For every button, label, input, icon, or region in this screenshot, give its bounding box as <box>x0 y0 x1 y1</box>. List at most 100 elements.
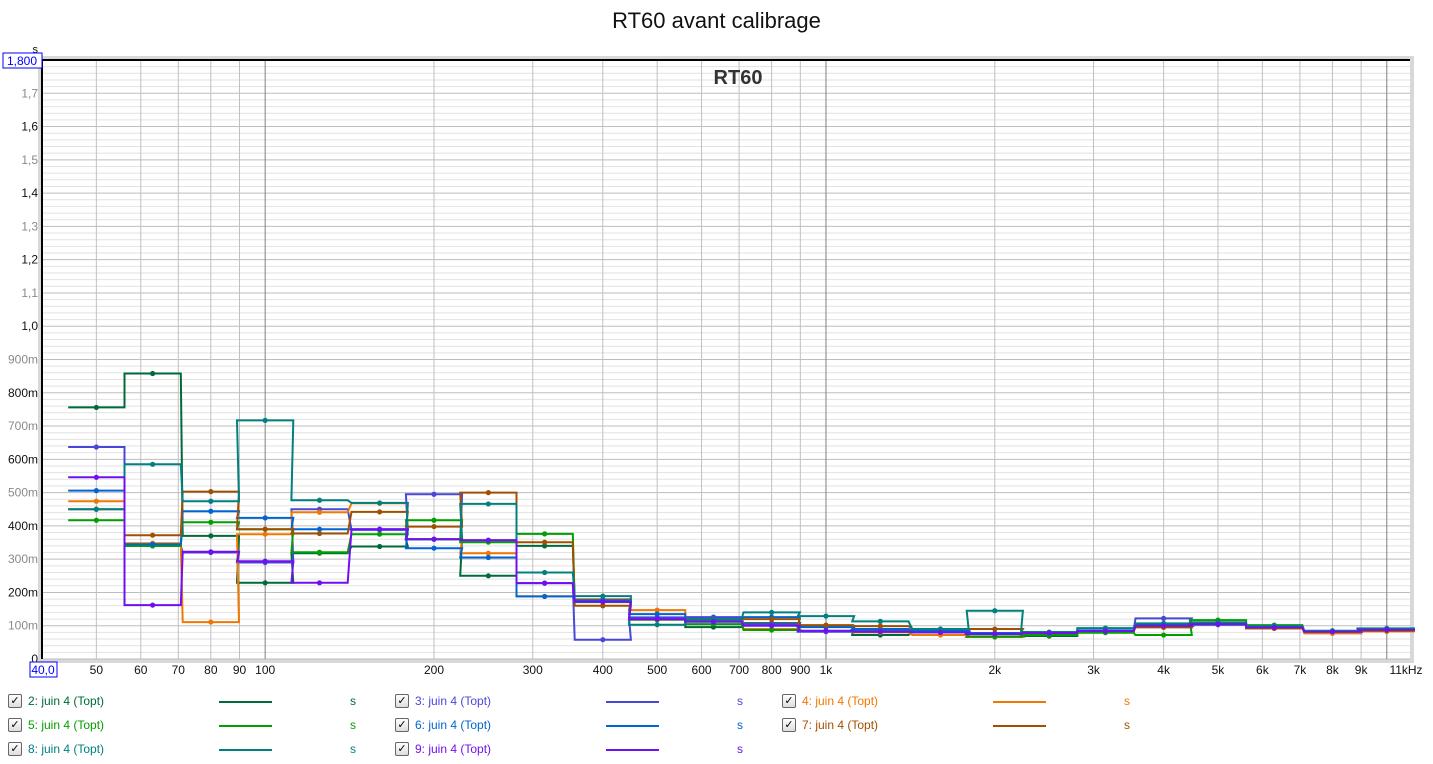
y-tick-label: 1,2 <box>21 253 38 267</box>
data-point <box>769 627 775 633</box>
series-visibility-checkbox[interactable]: ✓ <box>395 718 409 732</box>
data-point <box>262 580 268 586</box>
chart-title: RT60 avant calibrage <box>612 8 821 33</box>
data-point <box>823 628 829 634</box>
legend-label: 7: juin 4 (Topt) <box>802 718 879 732</box>
x-tick-label: 50 <box>90 663 104 677</box>
legend-item: ✓ 9: juin 4 (Topt) <box>395 742 491 756</box>
data-point <box>93 444 99 450</box>
data-point <box>93 488 99 494</box>
data-point <box>1046 630 1052 636</box>
data-point <box>431 491 437 497</box>
data-point <box>208 533 214 539</box>
y-tick-label: 1,3 <box>21 219 38 233</box>
data-point <box>431 523 437 530</box>
data-point <box>208 619 214 625</box>
x-tick-label: 500 <box>647 663 667 677</box>
data-point <box>431 517 437 523</box>
x-tick-label: 400 <box>593 663 613 677</box>
data-point <box>769 623 775 629</box>
y-max-box <box>2 52 43 69</box>
data-point <box>377 509 383 515</box>
data-point <box>600 599 606 605</box>
legend-item: ✓ 3: juin 4 (Topt) <box>395 694 491 708</box>
series-visibility-checkbox[interactable]: ✓ <box>8 694 22 708</box>
x-tick-label: 5k <box>1212 663 1226 677</box>
data-point <box>377 543 383 550</box>
series-visibility-checkbox[interactable]: ✓ <box>395 742 409 756</box>
data-point <box>877 629 883 635</box>
y-unit-label: s <box>33 44 39 56</box>
legend-swatch <box>993 725 1046 727</box>
legend-unit: s <box>350 718 356 732</box>
data-point <box>316 580 323 586</box>
data-point <box>485 573 491 579</box>
x-tick-label: 600 <box>692 663 712 677</box>
x-tick-label: 70 <box>172 663 186 677</box>
data-point <box>208 508 214 514</box>
data-point <box>1329 629 1336 635</box>
series-line-4 <box>68 519 1415 638</box>
legend-label: 3: juin 4 (Topt) <box>415 694 492 708</box>
data-point <box>150 370 156 377</box>
legend-swatch <box>993 701 1046 703</box>
data-point <box>485 554 491 561</box>
data-point <box>542 580 548 586</box>
x-tick-label: 9k <box>1355 663 1369 677</box>
data-point <box>654 622 660 628</box>
x-tick-label: 6k <box>1256 663 1270 677</box>
x-tick-label: 900 <box>790 663 810 677</box>
x-tick-label: 700 <box>729 663 749 677</box>
legend-swatch <box>219 725 272 727</box>
data-point <box>485 537 491 543</box>
legend-item: ✓ 4: juin 4 (Topt) <box>782 694 878 708</box>
data-point <box>769 616 775 622</box>
data-point <box>93 498 99 504</box>
data-point <box>823 622 829 628</box>
x-tick-label: 8k <box>1326 663 1340 677</box>
data-point <box>316 526 323 532</box>
data-point <box>377 531 383 537</box>
data-point <box>208 549 214 555</box>
series-visibility-checkbox[interactable]: ✓ <box>782 718 796 732</box>
legend-label: 9: juin 4 (Topt) <box>415 742 492 756</box>
data-point <box>542 593 548 600</box>
x-tick-label: 1k <box>820 663 834 677</box>
legend-unit: s <box>737 742 743 756</box>
x-tick-label: 200 <box>424 663 444 677</box>
series-visibility-checkbox[interactable]: ✓ <box>782 694 796 708</box>
data-point <box>208 498 214 504</box>
data-point <box>1215 621 1221 627</box>
data-point <box>262 417 268 423</box>
data-point <box>1384 627 1390 633</box>
data-point <box>485 501 491 507</box>
legend-label: 4: juin 4 (Topt) <box>802 694 879 708</box>
data-point <box>485 550 491 556</box>
data-point <box>431 536 437 542</box>
data-point <box>710 619 717 625</box>
data-point <box>654 611 660 617</box>
data-point <box>93 506 99 512</box>
data-point <box>377 526 383 532</box>
y-tick-label: 500m <box>8 486 38 500</box>
data-point <box>1271 624 1277 630</box>
x-tick-label: 4k <box>1157 663 1171 677</box>
series-visibility-checkbox[interactable]: ✓ <box>8 742 22 756</box>
legend-label: 5: juin 4 (Topt) <box>28 718 105 732</box>
data-point <box>542 543 548 549</box>
legend-unit: s <box>350 694 356 708</box>
legend-unit: s <box>1124 718 1130 732</box>
series-visibility-checkbox[interactable]: ✓ <box>395 694 409 708</box>
data-point <box>316 530 323 537</box>
data-point <box>877 618 883 624</box>
data-point <box>150 461 156 467</box>
y-tick-label: 1,1 <box>21 286 38 300</box>
data-point <box>262 526 268 532</box>
data-point <box>262 558 268 564</box>
x-tick-label: 800 <box>762 663 782 677</box>
data-point <box>1161 632 1167 638</box>
data-point <box>93 404 99 411</box>
x-tick-label: 2k <box>988 663 1002 677</box>
legend-item: ✓ 7: juin 4 (Topt) <box>782 718 878 732</box>
series-visibility-checkbox[interactable]: ✓ <box>8 718 22 732</box>
